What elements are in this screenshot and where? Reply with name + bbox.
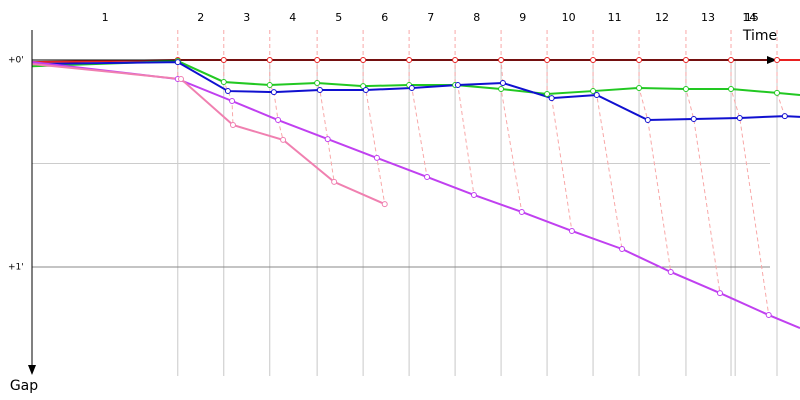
- point: [174, 59, 181, 66]
- point: [314, 57, 321, 64]
- point: [636, 57, 643, 64]
- point: [667, 268, 674, 275]
- point: [452, 57, 459, 64]
- point: [590, 57, 597, 64]
- y-axis-label: Gap: [10, 378, 38, 394]
- point: [636, 84, 643, 91]
- point: [568, 227, 575, 234]
- point: [593, 91, 600, 98]
- point: [548, 95, 555, 102]
- point: [314, 79, 321, 86]
- point: [781, 113, 788, 120]
- point: [220, 57, 227, 64]
- point: [373, 154, 380, 161]
- x-tick-label: 12: [655, 11, 669, 24]
- lap-connector: [638, 30, 672, 273]
- point: [408, 84, 415, 91]
- point: [324, 136, 331, 143]
- lap-connector: [316, 30, 335, 183]
- x-tick-label: 4: [289, 11, 296, 24]
- x-tick-label: 11: [608, 11, 622, 24]
- x-tick-label: 13: [701, 11, 715, 24]
- point: [498, 57, 505, 64]
- point: [499, 79, 506, 86]
- point: [765, 312, 772, 319]
- lap-connector: [223, 30, 234, 126]
- point: [728, 85, 735, 92]
- lap-connector: [454, 30, 475, 196]
- point: [644, 117, 651, 124]
- x-tick-label: 14: [742, 11, 756, 24]
- x-tick-label: 9: [519, 11, 526, 24]
- lap-connector: [776, 30, 786, 117]
- point: [774, 89, 781, 96]
- point: [406, 57, 413, 64]
- point: [590, 88, 597, 95]
- point: [470, 191, 477, 198]
- series-line: [31, 61, 800, 329]
- point: [682, 85, 689, 92]
- point: [518, 208, 525, 215]
- point: [690, 116, 697, 123]
- x-tick-label: 6: [381, 11, 388, 24]
- x-tick-label: 1: [102, 11, 109, 24]
- point: [454, 82, 461, 89]
- lap-connector: [500, 30, 523, 213]
- x-tick-label: 15: [745, 11, 759, 24]
- point: [275, 117, 282, 124]
- point: [682, 57, 689, 64]
- point: [736, 114, 743, 121]
- point: [381, 201, 388, 208]
- point: [280, 136, 287, 143]
- point: [360, 57, 367, 64]
- series-line: [31, 60, 800, 96]
- lap-connector: [685, 30, 721, 294]
- point: [316, 87, 323, 94]
- point: [544, 90, 551, 97]
- point: [178, 76, 185, 83]
- lap-connector: [592, 30, 623, 250]
- y-tick-label: +0': [8, 56, 24, 66]
- lap-connector: [269, 30, 284, 141]
- lap-connector: [408, 30, 428, 178]
- point: [716, 290, 723, 297]
- point: [266, 82, 273, 89]
- x-tick-label: 5: [335, 11, 342, 24]
- series-line: [31, 61, 800, 122]
- x-tick-label: 7: [427, 11, 434, 24]
- point: [728, 57, 735, 64]
- x-tick-label: 3: [243, 11, 250, 24]
- point: [229, 97, 236, 104]
- point: [424, 173, 431, 180]
- series-line: [31, 62, 386, 205]
- x-tick-label: 2: [197, 11, 204, 24]
- point: [498, 85, 505, 92]
- x-tick-label: 10: [562, 11, 576, 24]
- point: [774, 57, 781, 64]
- lap-connector: [362, 30, 386, 205]
- point: [362, 87, 369, 94]
- x-tick-label: 8: [473, 11, 480, 24]
- point: [331, 178, 338, 185]
- point: [266, 57, 273, 64]
- point: [220, 78, 227, 85]
- y-tick-label: +1': [8, 263, 24, 273]
- point: [229, 122, 236, 129]
- point: [619, 245, 626, 252]
- point: [270, 89, 277, 96]
- x-axis-label: Time: [742, 28, 777, 44]
- point: [360, 83, 367, 90]
- point: [224, 88, 231, 95]
- point: [544, 57, 551, 64]
- lap-connector: [730, 30, 770, 316]
